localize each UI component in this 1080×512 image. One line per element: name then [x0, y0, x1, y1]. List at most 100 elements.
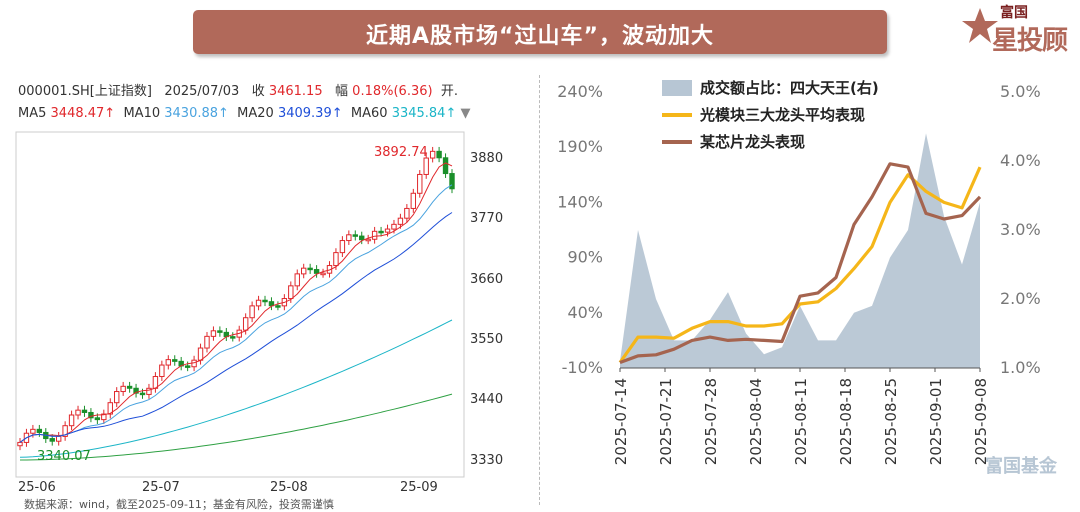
candle-body [397, 217, 404, 225]
candle-body [313, 269, 320, 274]
candle-body [288, 285, 294, 300]
high-label: 3892.74 [374, 145, 428, 160]
kline-x-tick: 25-09 [400, 480, 438, 495]
legend-swatch-area [662, 79, 692, 96]
ma20-label: MA20 [237, 106, 274, 121]
candle-body [320, 272, 326, 276]
left-axis-tick: 90% [567, 248, 603, 267]
candle-body [133, 387, 139, 394]
candle-body [126, 385, 133, 389]
panel-divider [539, 75, 540, 505]
candle-body [49, 438, 55, 442]
x-axis-tick: 2025-08-11 [792, 378, 810, 465]
candle-body [333, 252, 339, 267]
candle-body [378, 230, 384, 234]
candle-body [230, 336, 236, 339]
candle-body [159, 364, 165, 378]
close-value: 3461.15 [268, 84, 323, 99]
kline-x-tick: 25-08 [270, 480, 308, 495]
kline-chart: 3880 3770 3660 3550 3440 3330 25-06 25-07 25-08… [15, 131, 503, 495]
chip-leader-line [619, 162, 982, 365]
brand-line2: 星投顾 [992, 26, 1068, 56]
legend-swatch-chip [662, 139, 692, 144]
footer-source: 数据来源：wind，截至2025-09-11；基金有风险，投资需谨慎 [24, 498, 334, 511]
kline-body [17, 146, 455, 461]
right-axis-tick: 1.0% [1000, 358, 1041, 377]
candle-body [30, 428, 36, 434]
kline-y-tick: 3880 [470, 151, 503, 166]
candle-body [275, 305, 281, 308]
candle-body [184, 365, 191, 368]
candle-body [114, 391, 120, 404]
kline-y-tick: 3550 [470, 332, 503, 347]
index-code: 000001.SH[上证指数] [18, 84, 152, 99]
candle-body [68, 414, 75, 427]
close-label: 收 [251, 84, 265, 99]
ma5-value: 3448.47↑ [50, 106, 116, 121]
kline-y-tick: 3440 [470, 392, 503, 407]
candle-body [94, 417, 101, 421]
kline-y-ticks: 3880 3770 3660 3550 3440 3330 [470, 151, 503, 468]
right-axis-tick: 2.0% [1000, 289, 1041, 308]
candle-body [75, 409, 81, 416]
candle-body [410, 192, 417, 209]
ma5-label: MA5 [18, 106, 47, 121]
candle-body [417, 173, 423, 194]
left-axis-tick: 40% [567, 303, 603, 322]
candle-body [449, 173, 455, 190]
area-series-layer [620, 133, 980, 368]
candle-body [101, 413, 107, 421]
x-axis-ticks: 2025-07-14 2025-07-21 2025-07-28 2025-08-04… [612, 367, 990, 465]
right-axis-tick: 3.0% [1000, 220, 1041, 239]
low-label: 3340.07 [37, 449, 91, 464]
candle-body [62, 425, 68, 437]
candle-body [36, 428, 43, 433]
candle-body [339, 240, 346, 254]
kline-y-tick: 3330 [470, 453, 503, 468]
dropdown-triangle-icon[interactable]: ▼ [460, 106, 471, 121]
line-series-layer [618, 162, 982, 365]
ma10-value: 3430.88↑ [164, 106, 229, 121]
candle-body [442, 157, 449, 175]
right-axis-ticks: 5.0% 4.0% 3.0% 2.0% 1.0% [1000, 82, 1041, 377]
star-logo-icon [962, 8, 998, 43]
candle-body [429, 150, 436, 159]
open-label: 开. [440, 84, 458, 99]
right-axis-tick: 5.0% [1000, 82, 1041, 101]
legend-item-chip: 某芯片龙头表现 [662, 128, 879, 155]
candle-body [404, 207, 410, 219]
x-axis-tick: 2025-07-28 [702, 378, 720, 465]
candle-body [352, 234, 358, 237]
candle-body [139, 392, 146, 396]
x-axis-tick: 2025-08-18 [837, 378, 855, 465]
left-axis-tick: 190% [557, 137, 603, 156]
right-axis-tick: 4.0% [1000, 151, 1041, 170]
candle-body [120, 385, 126, 393]
candle-body [307, 267, 313, 271]
ma10-line [19, 184, 453, 443]
ma60-label: MA60 [350, 106, 388, 121]
candle-body [146, 387, 152, 395]
ma60-value: 3345.84↑ [391, 106, 457, 121]
x-axis-tick: 2025-09-01 [927, 378, 945, 465]
left-axis-tick: -10% [562, 358, 603, 377]
candle-body [255, 299, 262, 307]
x-axis-tick: 2025-08-25 [882, 378, 900, 465]
candle-body [217, 330, 223, 333]
ma60-line [19, 319, 453, 458]
x-axis-tick: 2025-08-04 [747, 378, 765, 465]
legend: 成交额占比：四大天王(右) 光模块三大龙头平均表现 某芯片龙头表现 [662, 74, 879, 155]
ma20-value: 3409.39↑ [277, 106, 343, 121]
legend-label-optical: 光模块三大龙头平均表现 [700, 106, 866, 124]
area-series [620, 133, 980, 368]
legend-item-area: 成交额占比：四大天王(右) [662, 74, 879, 101]
chg-label: 幅 [335, 84, 349, 99]
kline-x-tick: 25-06 [18, 480, 56, 495]
candle-body [436, 150, 442, 159]
left-axis-tick: 240% [557, 82, 603, 101]
candle-body [107, 402, 113, 415]
x-axis-tick: 2025-07-21 [657, 378, 675, 465]
candle-body [423, 157, 429, 175]
ma120-line [20, 393, 453, 461]
